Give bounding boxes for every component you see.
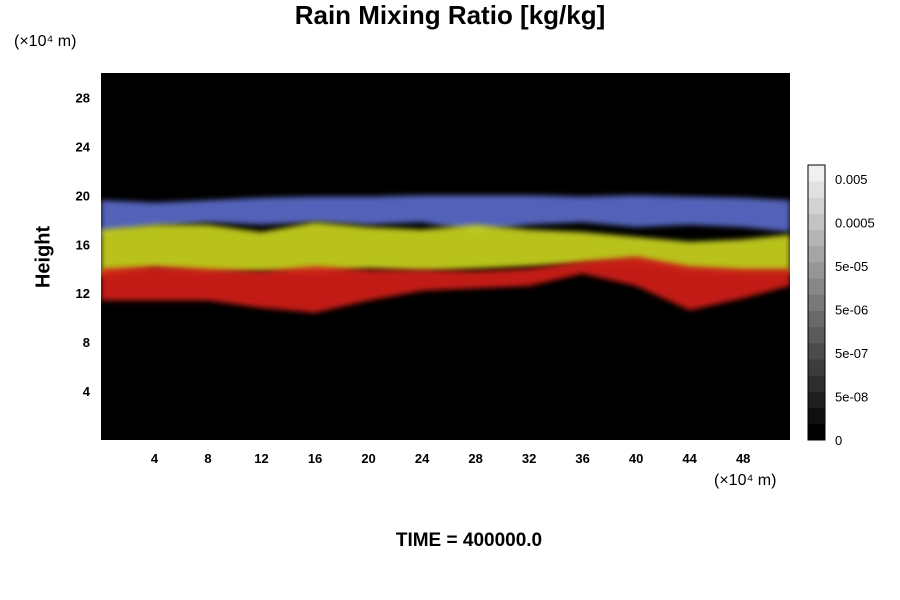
rain-field	[101, 195, 790, 313]
field-layer-blue	[101, 195, 790, 235]
x-tick-label: 8	[204, 451, 211, 466]
colorbar-segment	[808, 165, 825, 182]
time-footer: TIME = 400000.0	[395, 530, 543, 551]
chart-title: Rain Mixing Ratio [kg/kg]	[294, 0, 606, 30]
colorbar-segment	[808, 229, 825, 247]
colorbar-label: 5e-06	[835, 303, 868, 318]
y-tick-label: 28	[76, 90, 90, 105]
colorbar-segment	[808, 326, 825, 344]
y-tick-label: 16	[76, 237, 90, 252]
colorbar-frame	[807, 164, 826, 441]
x-tick-label: 36	[575, 451, 589, 466]
colorbar-segment	[808, 213, 825, 231]
x-tick-label: 4	[151, 451, 159, 466]
colorbar-segment	[808, 197, 825, 214]
x-tick-label: 16	[308, 451, 322, 466]
colorbar-segment	[808, 262, 825, 279]
colorbar-segment	[808, 278, 825, 295]
x-tick-label: 48	[736, 451, 750, 466]
x-tick-label: 40	[629, 451, 643, 466]
colorbar-segment	[808, 359, 825, 376]
y-tick-label: 4	[83, 384, 91, 399]
colorbar: 0.005 0.0005 5e-05 5e-06 5e-07 5e-08 0	[807, 164, 875, 448]
colorbar-label: 5e-07	[835, 346, 868, 361]
x-tick-label: 44	[682, 451, 697, 466]
x-axis-unit: (×10⁴ m)	[714, 472, 777, 489]
colorbar-segment	[808, 245, 825, 263]
colorbar-label: 0	[835, 433, 842, 448]
field-layer-red	[101, 256, 790, 313]
colorbar-segment	[808, 391, 825, 409]
colorbar-segment	[808, 423, 825, 441]
colorbar-label: 0.0005	[835, 216, 875, 231]
colorbar-segment	[808, 181, 825, 198]
y-tick-label: 24	[76, 139, 91, 154]
x-tick-label: 32	[522, 451, 536, 466]
colorbar-segment	[808, 407, 825, 425]
colorbar-segment	[808, 310, 825, 328]
x-tick-label: 20	[361, 451, 375, 466]
colorbar-label: 0.005	[835, 172, 868, 187]
y-axis-unit: (×10⁴ m)	[14, 33, 77, 50]
y-tick-label: 12	[76, 286, 90, 301]
y-tick-label: 20	[76, 188, 90, 203]
x-axis-ticks: 4 8 12 16 20 24 28 32 36 40 44 48	[151, 451, 751, 466]
colorbar-segment	[808, 342, 825, 360]
y-axis-ticks: 4 8 12 16 20 24 28	[76, 90, 91, 399]
x-tick-label: 12	[254, 451, 268, 466]
y-tick-label: 8	[83, 335, 90, 350]
colorbar-label: 5e-05	[835, 259, 868, 274]
colorbar-label: 5e-08	[835, 390, 868, 405]
colorbar-segment	[808, 294, 825, 311]
x-tick-label: 28	[468, 451, 482, 466]
colorbar-segment	[808, 375, 825, 392]
x-tick-label: 24	[415, 451, 430, 466]
field-layer-yellow	[101, 222, 790, 277]
